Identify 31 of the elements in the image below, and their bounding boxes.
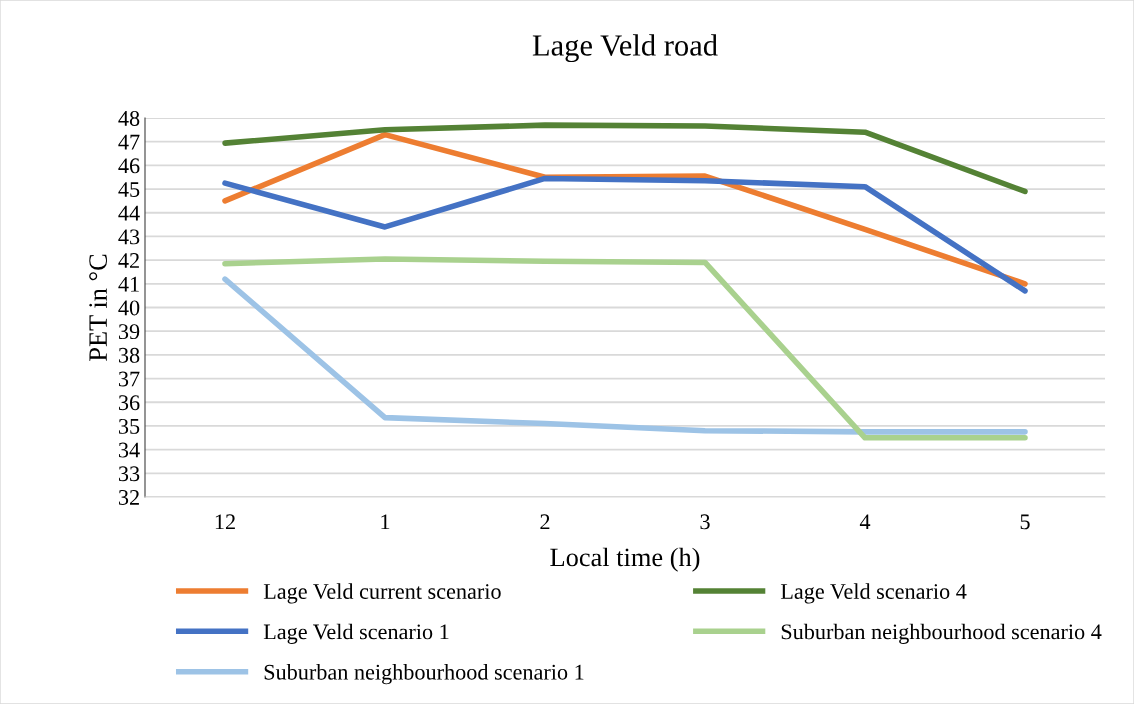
y-tick-label: 35 bbox=[118, 418, 140, 434]
legend-label: Suburban neighbourhood scenario 4 bbox=[781, 623, 1102, 644]
y-axis-title: PET in °C bbox=[89, 254, 107, 361]
y-tick-label: 42 bbox=[118, 253, 139, 268]
x-tick-label: 12 bbox=[215, 514, 235, 530]
x-tick-label: 1 bbox=[381, 514, 390, 530]
y-tick-label: 43 bbox=[118, 229, 140, 245]
x-tick-label: 5 bbox=[1020, 514, 1030, 530]
y-tick-label: 33 bbox=[118, 466, 140, 482]
y-tick-label: 36 bbox=[118, 395, 140, 411]
y-tick-label: 44 bbox=[118, 205, 140, 221]
y-tick-label: 48 bbox=[118, 110, 140, 126]
y-tick-label: 45 bbox=[118, 182, 140, 197]
x-tick-label: 3 bbox=[700, 514, 710, 530]
x-tick-label: 4 bbox=[859, 514, 871, 530]
y-tick-label: 37 bbox=[118, 371, 140, 387]
y-tick-label: 40 bbox=[118, 300, 140, 316]
legend-label: Lage Veld current scenario bbox=[263, 583, 501, 604]
y-tick-label: 47 bbox=[118, 134, 140, 150]
y-tick-label: 41 bbox=[118, 276, 139, 292]
legend-label: Lage Veld scenario 4 bbox=[780, 583, 967, 604]
y-tick-label: 38 bbox=[118, 347, 140, 363]
y-tick-label: 32 bbox=[118, 489, 139, 505]
legend-label: Suburban neighbourhood scenario 1 bbox=[264, 664, 584, 685]
chart-title: Lage Veld road bbox=[532, 34, 718, 63]
x-tick-label: 2 bbox=[540, 514, 550, 530]
y-tick-label: 39 bbox=[118, 324, 140, 340]
x-axis-title: Local time (h) bbox=[550, 547, 700, 572]
y-tick-label: 46 bbox=[118, 158, 140, 174]
legend-label: Lage Veld scenario 1 bbox=[263, 623, 449, 644]
y-tick-label: 34 bbox=[118, 442, 140, 458]
